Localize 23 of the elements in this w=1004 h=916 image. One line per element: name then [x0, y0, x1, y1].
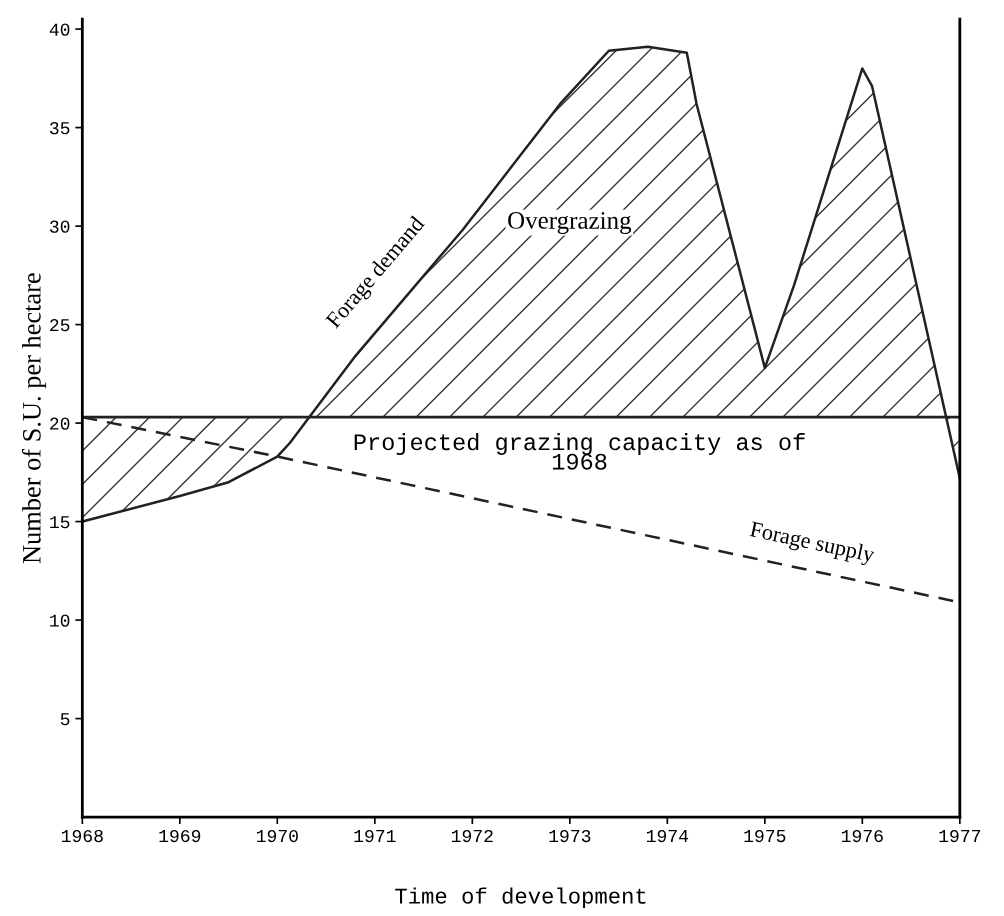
y-tick-label: 15	[50, 516, 70, 529]
y-axis-title: Number of S.U. per hectare	[21, 273, 47, 564]
x-axis-title: Time of development	[395, 887, 646, 909]
x-tick-label: 1974	[646, 829, 689, 843]
y-tick-label: 30	[49, 220, 70, 233]
annotation: Overgrazing	[508, 212, 632, 235]
y-tick-label: 10	[50, 614, 70, 627]
y-tick-label: 5	[60, 713, 70, 726]
x-tick-label: 1973	[549, 829, 591, 843]
x-tick-label: 1971	[354, 829, 396, 843]
x-tick-label: 1968	[61, 829, 103, 843]
x-tick-label: 1975	[744, 829, 786, 843]
y-tick-label: 35	[49, 122, 70, 135]
y-tick-label: 25	[50, 319, 70, 332]
text: Forage supply	[748, 520, 876, 567]
x-tick-label: 1977	[939, 829, 981, 843]
y-tick-label: 20	[50, 417, 70, 430]
x-tick-label: 1976	[841, 829, 883, 843]
x-tick-label: 1970	[256, 829, 298, 843]
x-tick-label: 1972	[451, 829, 493, 843]
x-tick-label: 1969	[159, 829, 201, 843]
y-tick-label: 40	[49, 23, 70, 36]
ref-line-label: Projected grazing capacity as of 1968	[354, 432, 805, 470]
